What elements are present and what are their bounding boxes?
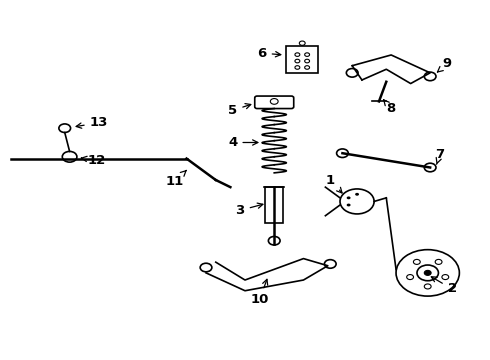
Text: 13: 13 [76,116,108,129]
Circle shape [355,193,359,196]
Text: 12: 12 [81,154,105,167]
Text: 3: 3 [236,203,263,217]
Text: 2: 2 [431,277,457,296]
Text: 1: 1 [326,174,342,193]
Circle shape [346,203,350,206]
Circle shape [346,197,350,199]
Text: 5: 5 [228,104,251,117]
Bar [287,46,318,73]
Bar [266,187,283,223]
Text: 10: 10 [250,279,269,306]
Text: 11: 11 [165,170,186,188]
Text: 8: 8 [384,100,396,115]
Text: 7: 7 [435,148,444,164]
Text: 4: 4 [228,136,258,149]
Text: 6: 6 [257,47,281,60]
Text: 9: 9 [438,57,452,72]
Circle shape [424,270,431,275]
